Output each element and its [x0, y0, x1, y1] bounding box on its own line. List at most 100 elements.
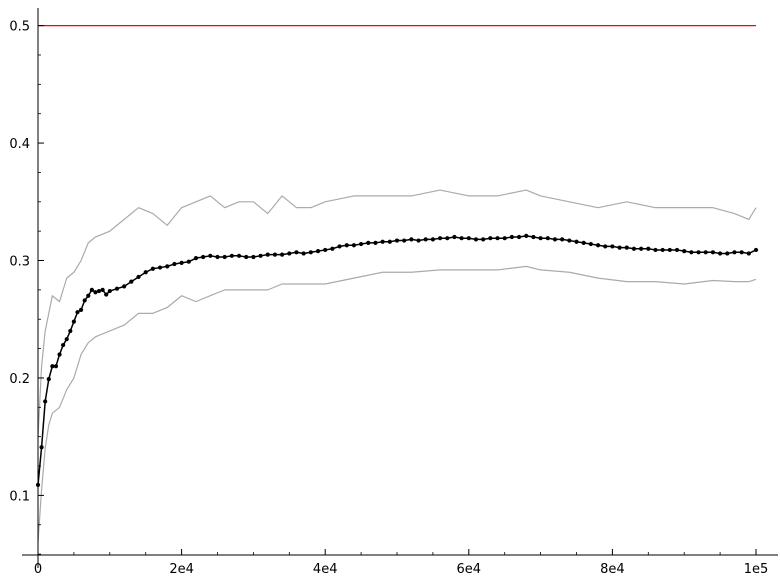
data-point — [150, 266, 155, 271]
data-point — [753, 247, 759, 253]
data-point — [186, 259, 191, 264]
data-point — [653, 247, 658, 253]
x-tick-label: 6e4 — [457, 562, 482, 577]
data-point — [430, 237, 435, 242]
data-point — [50, 364, 55, 369]
data-point — [646, 246, 651, 251]
data-point — [129, 279, 134, 284]
y-tick-label: 0.4 — [9, 137, 30, 152]
data-point — [104, 292, 109, 297]
data-point — [624, 245, 629, 250]
data-point — [416, 238, 421, 243]
data-point — [696, 250, 701, 255]
data-point — [315, 249, 321, 254]
data-point — [323, 247, 328, 253]
data-point — [136, 274, 141, 280]
data-point — [193, 256, 199, 261]
x-tick-label: 4e4 — [313, 562, 338, 577]
data-point — [545, 236, 550, 241]
data-point — [301, 251, 306, 256]
data-point — [287, 251, 292, 256]
data-point — [107, 288, 112, 294]
data-point — [710, 250, 716, 255]
data-point — [660, 247, 665, 253]
data-point — [46, 377, 51, 382]
data-point — [229, 253, 234, 258]
data-point — [330, 246, 335, 251]
data-point — [68, 328, 73, 334]
data-point — [337, 244, 342, 249]
series-line-upper_band — [37, 189, 757, 437]
series-line-lower_band — [37, 265, 757, 543]
data-point — [39, 445, 44, 450]
data-point — [280, 252, 285, 257]
x-tick-label: 1e5 — [744, 562, 769, 577]
data-point — [380, 239, 385, 244]
data-point — [251, 254, 256, 260]
data-point — [96, 288, 102, 294]
data-point — [574, 239, 579, 244]
x-tick-label: 2e4 — [169, 562, 194, 577]
data-point — [359, 241, 364, 247]
data-point — [122, 284, 127, 289]
data-point — [100, 287, 105, 292]
data-point — [82, 298, 87, 303]
data-point — [394, 238, 400, 243]
data-point — [445, 236, 450, 241]
y-tick-label: 0.1 — [9, 489, 30, 504]
data-point — [581, 240, 586, 245]
data-point — [603, 244, 608, 249]
data-point — [689, 250, 694, 255]
data-point — [409, 237, 414, 242]
data-point — [452, 234, 457, 240]
data-point — [588, 241, 593, 247]
data-point — [172, 261, 177, 267]
data-point — [567, 238, 572, 243]
data-point — [725, 251, 730, 256]
data-point — [165, 264, 170, 269]
data-point — [595, 243, 601, 248]
data-point — [222, 254, 227, 260]
data-point — [481, 237, 486, 242]
data-point — [272, 252, 278, 257]
series-layer — [35, 25, 759, 543]
data-point — [89, 287, 94, 292]
ticks-layer: 0 2e4 4e4 6e4 8e4 1e5 0.1 0.2 0.3 0.4 0.5 — [9, 20, 768, 577]
data-point — [43, 399, 48, 404]
data-point — [366, 240, 371, 245]
data-point — [560, 237, 565, 242]
data-point — [201, 254, 206, 260]
data-point — [258, 253, 263, 258]
data-point — [57, 352, 62, 357]
axes-layer — [22, 8, 778, 568]
data-point — [387, 239, 392, 244]
data-point — [93, 290, 98, 295]
data-point — [61, 342, 66, 348]
data-point — [143, 270, 148, 275]
data-point — [509, 234, 514, 240]
data-point — [552, 237, 558, 242]
x-tick-label: 8e4 — [600, 562, 625, 577]
data-point — [746, 251, 751, 256]
data-point — [495, 236, 500, 241]
data-point — [682, 249, 687, 254]
data-point — [639, 246, 644, 251]
data-point — [538, 236, 543, 241]
data-point — [344, 243, 349, 248]
data-point — [86, 293, 91, 298]
data-point — [516, 234, 522, 240]
data-point — [179, 260, 184, 265]
data-point — [739, 250, 744, 255]
data-point — [244, 254, 249, 260]
data-point — [265, 252, 270, 257]
data-point — [75, 310, 80, 315]
data-point — [459, 236, 464, 241]
x-tick-label: 0 — [34, 562, 42, 577]
data-point — [610, 244, 615, 249]
data-point — [718, 251, 723, 256]
data-point — [78, 307, 84, 312]
data-point — [157, 265, 163, 270]
data-point — [71, 319, 76, 324]
data-point — [667, 247, 672, 253]
